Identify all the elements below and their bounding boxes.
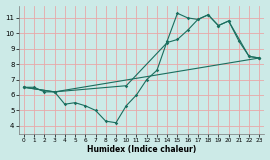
X-axis label: Humidex (Indice chaleur): Humidex (Indice chaleur) <box>87 145 196 154</box>
